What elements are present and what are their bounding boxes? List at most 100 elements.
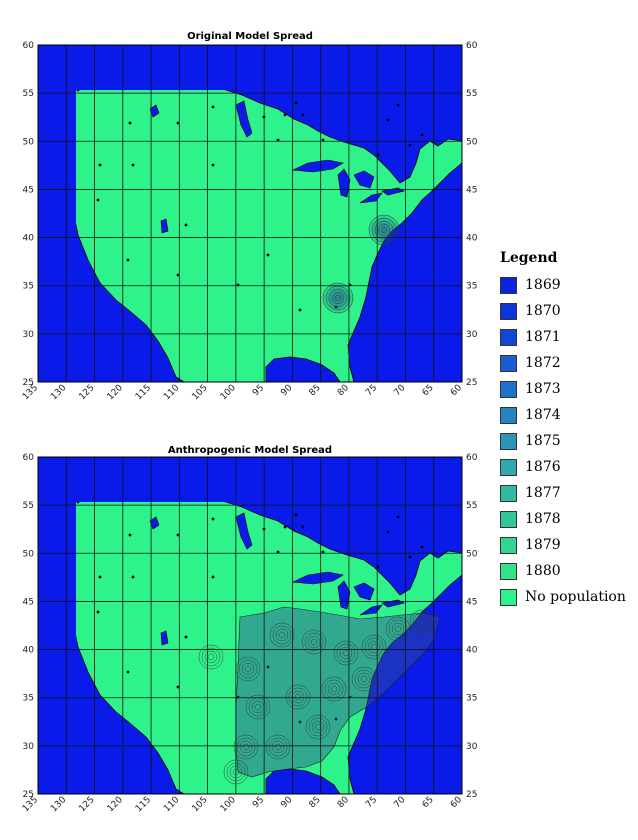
lon-tick: 65 [421, 383, 436, 398]
island [98, 575, 102, 579]
map-panel-anthropogenic: Anthropogenic Model Spread 60 60 55 55 50 50 4… [0, 412, 500, 832]
legend-item: 1878 [500, 506, 638, 532]
lon-tick: 80 [336, 795, 351, 810]
island [276, 138, 280, 142]
island [298, 308, 302, 312]
legend-item: 1879 [500, 532, 638, 558]
spread-contour [368, 214, 400, 246]
island [76, 90, 80, 92]
legend-label: 1873 [525, 381, 561, 397]
spread-contour [364, 637, 384, 657]
legend-swatch [500, 588, 517, 606]
island [126, 670, 130, 674]
lat-tick-right: 45 [466, 597, 477, 607]
legend-label: 1872 [525, 355, 561, 371]
island [176, 273, 180, 277]
legend-swatch [500, 510, 517, 528]
legend-item: 1872 [500, 350, 638, 376]
lon-tick: 85 [308, 383, 323, 398]
legend-label: 1878 [525, 511, 561, 527]
island [131, 575, 135, 579]
lon-tick: 105 [190, 383, 209, 402]
island [126, 258, 130, 262]
legend-swatch [500, 276, 517, 294]
lat-tick-right: 50 [466, 549, 478, 559]
lat-tick-right: 45 [466, 185, 477, 195]
spread-contour [327, 682, 341, 696]
legend-swatch [500, 406, 517, 424]
island [96, 198, 100, 202]
lat-tick-right: 60 [466, 41, 478, 51]
map-title: Anthropogenic Model Spread [167, 445, 333, 456]
spread-contour [245, 694, 271, 720]
island [386, 530, 390, 534]
legend-label: No population [525, 589, 626, 605]
lon-tick: 85 [308, 795, 323, 810]
lon-tick: 115 [134, 795, 153, 814]
spread-contour [354, 669, 374, 689]
lat-tick-left: 45 [23, 597, 34, 607]
island [211, 163, 215, 167]
lat-tick-right: 25 [466, 790, 477, 800]
island [76, 502, 80, 504]
spread-contour [198, 644, 224, 670]
map-panel-original: Original Model Spread 60 60 55 55 50 50 45 45 40… [0, 0, 500, 405]
lat-tick-left: 50 [23, 137, 35, 147]
spread-contour [268, 737, 288, 757]
spread-contour [201, 647, 221, 667]
spread-contour [275, 628, 289, 642]
lat-tick-left: 35 [23, 282, 34, 292]
island [128, 121, 132, 125]
lake [235, 512, 253, 550]
island [128, 533, 132, 537]
lon-tick: 105 [190, 795, 209, 814]
lat-tick-left: 55 [23, 89, 34, 99]
island [301, 113, 305, 117]
lake [353, 582, 375, 601]
legend-swatch [500, 484, 517, 502]
spread-contour [412, 612, 432, 632]
lat-tick-left: 25 [23, 790, 34, 800]
island [420, 133, 424, 137]
island [283, 525, 287, 529]
legend-swatch [500, 380, 517, 398]
spread-contour [311, 720, 325, 734]
lon-tick: 90 [279, 795, 294, 810]
legend-item: 1874 [500, 402, 638, 428]
spread-contour [418, 618, 426, 626]
lat-tick-left: 40 [23, 234, 35, 244]
legend-item: 1876 [500, 454, 638, 480]
spread-contour [360, 675, 368, 683]
lon-tick: 70 [392, 383, 407, 398]
island [98, 163, 102, 167]
spread-contour [236, 737, 256, 757]
spread-contour [304, 632, 324, 652]
lon-tick: 80 [336, 383, 351, 398]
map-frame [37, 456, 463, 795]
lat-tick-right: 55 [466, 501, 477, 511]
lake [235, 100, 253, 138]
legend-label: 1877 [525, 485, 561, 501]
spread-contour [305, 714, 331, 740]
lon-tick: 70 [392, 795, 407, 810]
lon-tick: 65 [421, 795, 436, 810]
legend-label: 1869 [525, 277, 561, 293]
lake [149, 104, 160, 118]
island [408, 555, 412, 559]
map-frame [37, 44, 463, 383]
lat-tick-right: 35 [466, 282, 477, 292]
lake [291, 571, 344, 585]
island [334, 717, 338, 721]
spread-contour [204, 650, 218, 664]
spread-contour [238, 659, 258, 679]
lon-tick: 120 [106, 795, 125, 814]
legend-label: 1874 [525, 407, 561, 423]
island [96, 610, 100, 614]
spread-contour [308, 717, 328, 737]
island [276, 550, 280, 554]
island [211, 105, 215, 109]
lon-tick: 60 [449, 383, 464, 398]
legend-label: 1870 [525, 303, 561, 319]
spread-contour [351, 666, 377, 692]
